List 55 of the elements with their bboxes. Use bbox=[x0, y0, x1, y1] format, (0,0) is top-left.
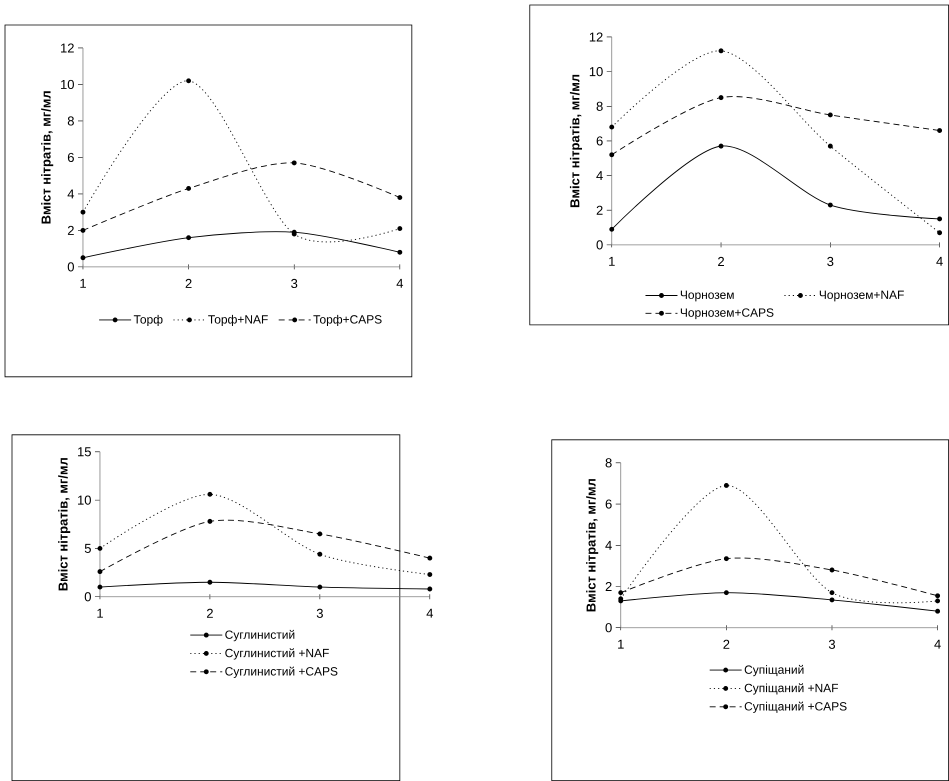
legend-label: Чорнозем bbox=[680, 290, 734, 302]
x-tick-label: 1 bbox=[97, 608, 103, 618]
x-tick-label: 4 bbox=[934, 640, 941, 649]
x-tick-label: 3 bbox=[828, 640, 836, 649]
y-tick-label: 0 bbox=[596, 240, 603, 250]
y-axis-title: Вміст нітратів, мг/мл bbox=[41, 91, 54, 224]
legend-label: Чорнозем+NAF bbox=[820, 290, 904, 302]
y-tick-label: 2 bbox=[606, 582, 612, 591]
legend-label: Суглинистий +NAF bbox=[225, 648, 329, 660]
x-tick-label: 4 bbox=[396, 278, 404, 288]
y-tick-label: 2 bbox=[596, 206, 603, 215]
y-tick-label: 12 bbox=[590, 32, 603, 42]
y-tick-label: 0 bbox=[606, 623, 612, 632]
x-tick-label: 2 bbox=[186, 278, 192, 288]
y-tick-label: 4 bbox=[605, 540, 612, 550]
y-tick-label: 15 bbox=[78, 447, 91, 456]
x-tick-label: 2 bbox=[206, 608, 213, 618]
y-tick-label: 2 bbox=[68, 226, 74, 235]
x-tick-label: 1 bbox=[618, 640, 624, 649]
y-tick-label: 6 bbox=[606, 499, 612, 509]
y-tick-label: 8 bbox=[68, 116, 74, 126]
y-axis-title: Вміст нітратів, мг/мл bbox=[570, 74, 582, 208]
legend-label: Супіщаний +CAPS bbox=[744, 702, 847, 713]
y-tick-label: 12 bbox=[61, 43, 74, 52]
x-tick-label: 1 bbox=[609, 256, 615, 266]
legend-label: Суглинистий +CAPS bbox=[225, 666, 338, 678]
legend-label: Суглинистий bbox=[225, 630, 294, 642]
y-tick-label: 8 bbox=[606, 458, 612, 468]
y-axis-title: Вміст нітратів, мг/мл bbox=[586, 479, 598, 612]
legend-label: Чорнозем+CAPS bbox=[680, 308, 774, 320]
legend-label: Торф+CAPS bbox=[313, 314, 382, 326]
x-tick-label: 4 bbox=[936, 256, 943, 266]
y-tick-label: 6 bbox=[68, 152, 74, 162]
legend-label: Торф+NAF bbox=[208, 314, 268, 326]
y-tick-label: 10 bbox=[61, 80, 74, 90]
x-tick-label: 2 bbox=[723, 640, 730, 649]
x-tick-label: 2 bbox=[718, 256, 724, 266]
y-tick-label: 5 bbox=[84, 544, 91, 553]
x-tick-label: 4 bbox=[426, 608, 434, 618]
legend-label: Супіщаний bbox=[744, 664, 804, 676]
legend-label: Торф bbox=[134, 314, 163, 326]
y-tick-label: 4 bbox=[596, 171, 603, 180]
y-tick-label: 8 bbox=[596, 102, 603, 111]
y-tick-label: 6 bbox=[596, 136, 603, 146]
y-tick-label: 4 bbox=[68, 189, 74, 198]
x-tick-label: 1 bbox=[80, 278, 86, 288]
x-tick-label: 3 bbox=[827, 256, 834, 266]
y-tick-label: 0 bbox=[68, 262, 74, 272]
y-tick-label: 0 bbox=[84, 592, 91, 602]
legend-label: Супіщаний +NAF bbox=[744, 683, 838, 695]
y-tick-label: 10 bbox=[590, 67, 603, 76]
y-axis-title: Вміст нітратів, мг/мл bbox=[58, 458, 70, 590]
x-tick-label: 3 bbox=[291, 278, 298, 288]
y-tick-label: 10 bbox=[78, 496, 91, 505]
x-tick-label: 3 bbox=[316, 608, 323, 618]
